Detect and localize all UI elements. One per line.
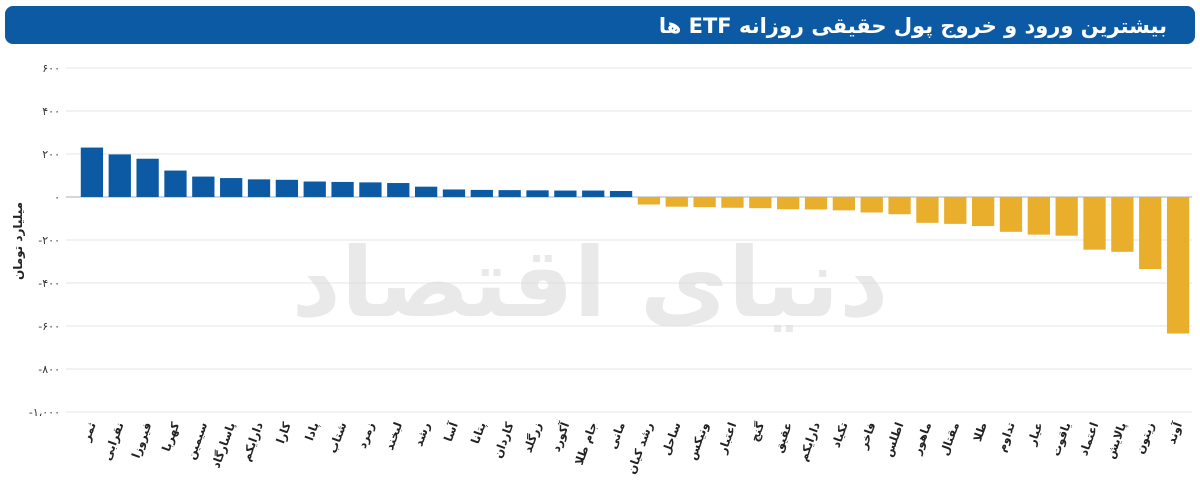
y-tick-label: -۶۰۰ bbox=[38, 320, 60, 333]
y-tick-label: ۰ bbox=[54, 191, 60, 204]
x-tick-label: تکیاد bbox=[829, 420, 851, 449]
bar bbox=[387, 183, 410, 197]
y-tick-label: ۶۰۰ bbox=[42, 62, 60, 75]
bar-chart: دنیای اقتصاد ۶۰۰ ۴۰۰ ۲۰۰ ۰ -۲۰۰ -۴۰۰ -۶۰۰ -۸۰۰ -… bbox=[11, 62, 1192, 476]
bar bbox=[498, 190, 521, 197]
bar bbox=[554, 190, 577, 197]
x-tick-label: گنج bbox=[747, 420, 767, 444]
x-tick-label: ثمر bbox=[79, 420, 99, 444]
x-tick-label: پتانا bbox=[468, 420, 489, 445]
x-tick-label: کهربا bbox=[159, 420, 183, 453]
bar bbox=[108, 154, 131, 197]
x-tick-label: پادا bbox=[302, 420, 321, 442]
x-tick-label: رشد bbox=[411, 420, 433, 448]
x-tick-label: لبخند bbox=[382, 420, 405, 452]
bar bbox=[665, 197, 688, 207]
x-tick-label: ونیکس bbox=[685, 420, 712, 462]
bar bbox=[1139, 197, 1162, 270]
bar bbox=[414, 186, 438, 197]
bar bbox=[275, 179, 299, 197]
bar bbox=[220, 178, 243, 197]
x-tick-label: جام طلا bbox=[572, 420, 600, 467]
bar bbox=[944, 197, 967, 224]
x-tick-label: پاسارگاد bbox=[208, 420, 238, 470]
x-tick-label: فیروزا bbox=[129, 420, 156, 460]
bar bbox=[609, 190, 633, 197]
chart-title: بیشترین ورود و خروج پول حقیقی روزانه ETF… bbox=[658, 14, 1167, 38]
bar bbox=[999, 197, 1023, 232]
x-tick-label: اطلس bbox=[881, 420, 906, 458]
bar bbox=[777, 197, 800, 210]
x-tick-label: کاردان bbox=[491, 420, 517, 460]
x-tick-label: تداوم bbox=[994, 420, 1019, 454]
bar bbox=[1055, 197, 1078, 236]
x-tick-label: رشد کیان bbox=[624, 420, 656, 476]
bar bbox=[247, 179, 271, 197]
y-tick-labels: ۶۰۰ ۴۰۰ ۲۰۰ ۰ -۲۰۰ -۴۰۰ -۶۰۰ -۸۰۰ -۱،۰۰۰ bbox=[29, 62, 60, 419]
x-tick-label: شتاب bbox=[325, 420, 349, 455]
x-tick-label: عیار bbox=[1024, 420, 1046, 448]
x-tick-label: اعتماد bbox=[1076, 420, 1101, 457]
y-tick-label: -۱،۰۰۰ bbox=[29, 406, 60, 419]
bar bbox=[693, 197, 716, 208]
bar bbox=[916, 197, 939, 223]
x-tick-label: مانی bbox=[605, 420, 628, 451]
x-tick-label: سیمین bbox=[184, 420, 210, 461]
x-tick-label: ساحل bbox=[659, 420, 684, 457]
x-tick-label: آکورد bbox=[549, 419, 574, 454]
x-tick-label: آوند bbox=[1164, 419, 1186, 446]
bar bbox=[721, 197, 744, 208]
y-tick-label: ۴۰۰ bbox=[42, 105, 60, 118]
bar bbox=[971, 197, 995, 227]
bar bbox=[832, 197, 856, 211]
x-tick-label: زمرد bbox=[355, 420, 377, 450]
y-tick-label: -۸۰۰ bbox=[38, 363, 60, 376]
x-tick-label: عقیق bbox=[771, 420, 795, 454]
bar bbox=[888, 197, 911, 215]
bar bbox=[1111, 197, 1134, 252]
x-tick-label: زیتون bbox=[1133, 420, 1158, 456]
x-tick-label: نقرابی bbox=[100, 420, 127, 462]
x-tick-label: زرگلد bbox=[520, 420, 544, 454]
bar bbox=[1027, 197, 1050, 235]
bars-layer bbox=[80, 147, 1190, 334]
x-tick-label: یاقوت bbox=[1048, 420, 1074, 458]
y-tick-label: ۲۰۰ bbox=[42, 148, 60, 161]
y-tick-label: -۲۰۰ bbox=[38, 234, 60, 247]
bar bbox=[164, 170, 187, 197]
y-tick-label: -۴۰۰ bbox=[38, 277, 60, 290]
bar bbox=[470, 189, 493, 197]
x-tick-label: پالایش bbox=[1103, 420, 1129, 460]
bar bbox=[331, 181, 354, 197]
x-tick-label: مقتال bbox=[937, 420, 962, 457]
bar bbox=[442, 189, 466, 197]
x-tick-label: ماهور bbox=[909, 420, 935, 457]
bar bbox=[526, 190, 549, 197]
bar bbox=[136, 158, 159, 197]
bar bbox=[359, 182, 382, 197]
x-tick-label: کارا bbox=[273, 420, 294, 445]
bar bbox=[804, 197, 828, 210]
bar bbox=[860, 197, 883, 213]
title-bar: بیشترین ورود و خروج پول حقیقی روزانه ETF… bbox=[0, 0, 1200, 46]
y-axis-label: میلیارد تومان bbox=[11, 202, 26, 280]
watermark: دنیای اقتصاد bbox=[292, 227, 889, 339]
bar bbox=[303, 181, 326, 197]
x-tick-label: دارایکم bbox=[796, 420, 823, 463]
bar bbox=[749, 197, 772, 209]
bar bbox=[192, 176, 215, 197]
x-tick-label: آسا bbox=[441, 419, 461, 443]
bar bbox=[582, 190, 605, 197]
bar bbox=[1083, 197, 1106, 250]
bar bbox=[1166, 197, 1190, 334]
bar bbox=[637, 197, 661, 205]
x-tick-label: طلا bbox=[970, 420, 990, 443]
x-tick-label: دارایکم bbox=[239, 420, 266, 463]
bar bbox=[80, 147, 104, 197]
x-tick-label: فاخر bbox=[856, 420, 879, 451]
title-banner: بیشترین ورود و خروج پول حقیقی روزانه ETF… bbox=[5, 6, 1195, 44]
x-tick-label: اعتبار bbox=[715, 420, 739, 456]
